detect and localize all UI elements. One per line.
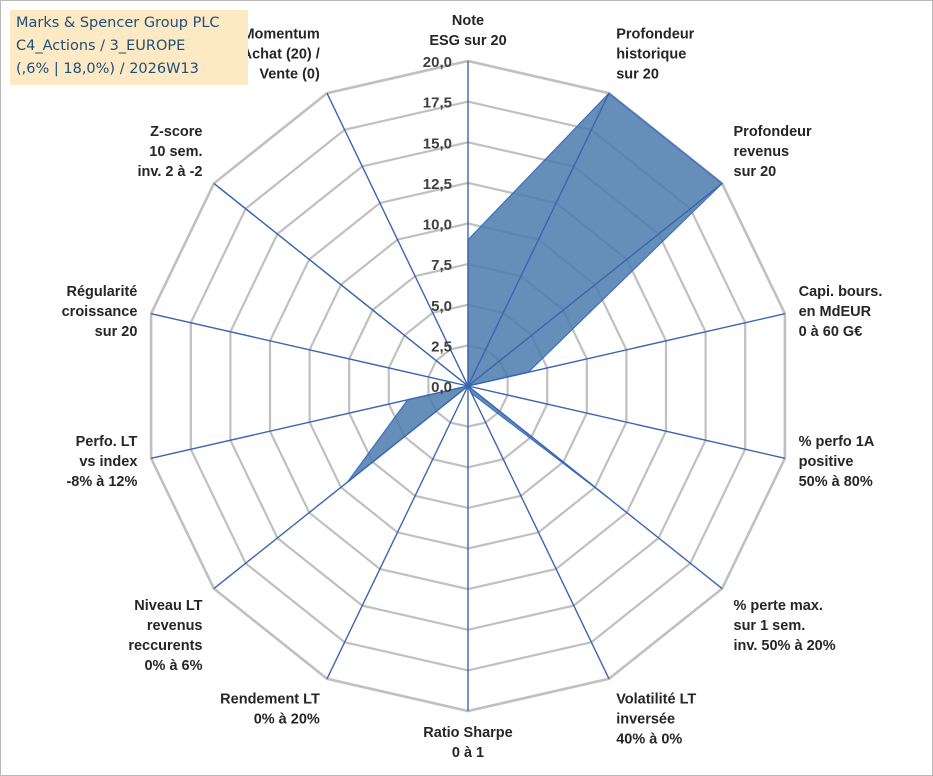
axis-spoke-6 — [467, 385, 610, 680]
info-line-company: Marks & Spencer Group PLC — [16, 15, 220, 31]
axis-label-12-line-0: Z-score — [150, 124, 202, 140]
axis-spoke-13 — [326, 92, 469, 387]
tick-label-3: 7,5 — [431, 257, 452, 274]
radial-tick-labels: 0,0 2,5 5,0 7,5 10,0 12,5 15,0 17,5 20,0 — [423, 54, 452, 396]
axis-spoke-11 — [150, 313, 469, 387]
axis-label-0-line-1: ESG sur 20 — [429, 33, 506, 49]
axis-label-13: Momentum Achat (20) / Vente (0) — [242, 26, 320, 82]
axis-label-7-line-0: Ratio Sharpe — [423, 725, 512, 741]
axis-label-5-line-2: inv. 50% à 20% — [734, 638, 836, 654]
axis-label-10-line-0: Perfo. LT — [76, 434, 138, 450]
axis-label-6: Volatilité LT inversée 40% à 0% — [616, 692, 696, 748]
axis-label-11: Régularité croissance sur 20 — [62, 284, 138, 340]
tick-label-5: 12,5 — [423, 176, 452, 193]
axis-label-2: Profondeur revenus sur 20 — [734, 124, 812, 180]
tick-label-2: 5,0 — [431, 298, 452, 315]
axis-label-1-line-0: Profondeur — [616, 26, 694, 42]
axis-label-6-line-1: inversée — [616, 712, 675, 728]
info-box: Marks & Spencer Group PLC C4_Actions / 3… — [10, 10, 248, 85]
axis-label-12: Z-score 10 sem. inv. 2 à -2 — [137, 124, 202, 180]
tick-label-1: 2,5 — [431, 338, 452, 355]
axis-label-2-line-2: sur 20 — [734, 164, 777, 180]
axis-spoke-12 — [213, 182, 469, 387]
axis-label-9-line-2: reccurents — [128, 638, 202, 654]
axis-label-1: Profondeur historique sur 20 — [616, 26, 694, 82]
axis-label-6-line-0: Volatilité LT — [616, 692, 696, 708]
axis-label-0: Note ESG sur 20 — [429, 13, 506, 49]
axis-label-11-line-2: sur 20 — [95, 324, 138, 340]
axis-label-4-line-2: 50% à 80% — [799, 474, 873, 490]
axis-label-10: Perfo. LT vs index -8% à 12% — [66, 434, 137, 490]
axis-label-12-line-2: inv. 2 à -2 — [137, 164, 202, 180]
info-line-category: C4_Actions / 3_EUROPE — [16, 38, 186, 54]
tick-label-7: 17,5 — [423, 95, 452, 112]
axis-spoke-4 — [467, 385, 786, 459]
axis-spoke-10 — [150, 385, 469, 459]
tick-label-4: 10,0 — [423, 217, 452, 234]
axis-label-7-line-1: 0 à 1 — [452, 745, 484, 761]
axis-spoke-1 — [467, 92, 610, 387]
axis-spoke-9 — [213, 385, 469, 590]
axis-label-11-line-0: Régularité — [66, 284, 137, 300]
axis-label-8-line-0: Rendement LT — [220, 692, 320, 708]
axis-label-3-line-2: 0 à 60 G€ — [799, 324, 863, 340]
axis-label-9-line-3: 0% à 6% — [144, 658, 202, 674]
axis-label-13-line-2: Vente (0) — [259, 66, 320, 82]
axis-label-0-line-0: Note — [452, 13, 484, 29]
axis-label-3-line-0: Capi. bours. — [799, 284, 883, 300]
tick-label-0: 0,0 — [431, 379, 452, 396]
axis-label-3-line-1: en MdEUR — [799, 304, 872, 320]
axis-label-8-line-1: 0% à 20% — [254, 712, 320, 728]
axis-label-9-line-1: revenus — [147, 618, 203, 634]
axis-label-9: Niveau LT revenus reccurents 0% à 6% — [128, 598, 202, 674]
axis-label-5-line-0: % perte max. — [734, 598, 823, 614]
axis-label-10-line-2: -8% à 12% — [66, 474, 137, 490]
axis-label-4-line-0: % perfo 1A — [799, 434, 875, 450]
axis-label-13-line-0: Momentum — [242, 26, 319, 42]
axis-label-3: Capi. bours. en MdEUR 0 à 60 G€ — [799, 284, 883, 340]
axis-labels: Note ESG sur 20 Profondeur historique sur 20… — [62, 13, 883, 761]
tick-label-6: 15,0 — [423, 135, 452, 152]
axis-spoke-3 — [467, 313, 786, 387]
tick-label-8: 20,0 — [423, 54, 452, 71]
axis-label-5: % perte max. sur 1 sem. inv. 50% à 20% — [734, 598, 836, 654]
axis-label-4: % perfo 1A positive 50% à 80% — [799, 434, 875, 490]
axis-label-8: Rendement LT 0% à 20% — [220, 692, 320, 728]
axis-label-7: Ratio Sharpe 0 à 1 — [423, 725, 512, 761]
axis-label-12-line-1: 10 sem. — [149, 144, 202, 160]
axis-label-2-line-0: Profondeur — [734, 124, 812, 140]
axis-spoke-2 — [467, 182, 723, 387]
axis-label-11-line-1: croissance — [62, 304, 138, 320]
info-line-params: (,6% | 18,0%) / 2026W13 — [16, 61, 199, 77]
axis-label-1-line-1: historique — [616, 46, 686, 62]
axis-label-1-line-2: sur 20 — [616, 66, 659, 82]
axis-label-13-line-1: Achat (20) / — [242, 46, 320, 62]
axis-label-5-line-1: sur 1 sem. — [734, 618, 806, 634]
axis-spoke-8 — [326, 385, 469, 680]
radar-series — [150, 61, 786, 711]
axis-label-2-line-1: revenus — [734, 144, 790, 160]
axis-label-6-line-2: 40% à 0% — [616, 732, 682, 748]
axis-spoke-5 — [467, 385, 723, 590]
axis-label-9-line-0: Niveau LT — [134, 598, 202, 614]
axis-label-4-line-1: positive — [799, 454, 854, 470]
axis-label-10-line-1: vs index — [79, 454, 137, 470]
